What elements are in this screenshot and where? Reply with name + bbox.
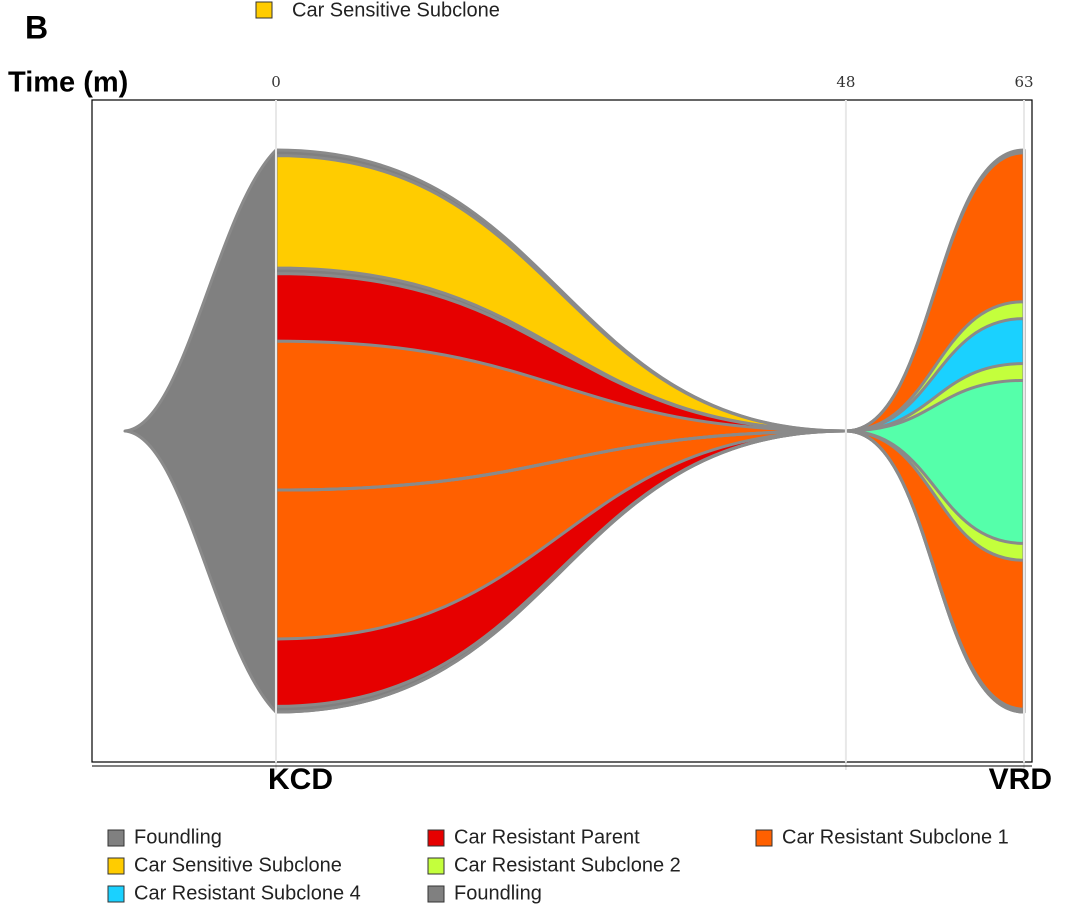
legend-swatch	[427, 857, 445, 875]
legend-label: Car Sensitive Subclone	[134, 854, 342, 876]
legend-swatch	[755, 829, 773, 847]
panel-label: B	[25, 9, 48, 45]
legend-label: Car Resistant Parent	[454, 826, 640, 848]
x-tick-label: 0	[271, 73, 281, 91]
legend-swatch	[427, 885, 445, 903]
legend-label: Car Resistant Subclone 2	[454, 854, 681, 876]
legend-label: Car Sensitive Subclone	[292, 0, 500, 21]
timepoint-label: KCD	[268, 763, 333, 796]
plot-area	[123, 148, 1026, 714]
legend-swatch	[107, 829, 125, 847]
legend-swatch	[255, 1, 273, 19]
timepoint-label: VRD	[989, 763, 1052, 796]
legend-label: Foundling	[134, 826, 222, 848]
x-tick-label: 48	[836, 73, 855, 91]
legend-label: Foundling	[454, 882, 542, 904]
legend-label: Car Resistant Subclone 1	[782, 826, 1009, 848]
legend-label: Car Resistant Subclone 4	[134, 882, 361, 904]
x-tick-label: 63	[1014, 73, 1033, 91]
axis-title: Time (m)	[8, 67, 128, 99]
legend-swatch	[427, 829, 445, 847]
legend-swatch	[107, 885, 125, 903]
legend-swatch	[107, 857, 125, 875]
